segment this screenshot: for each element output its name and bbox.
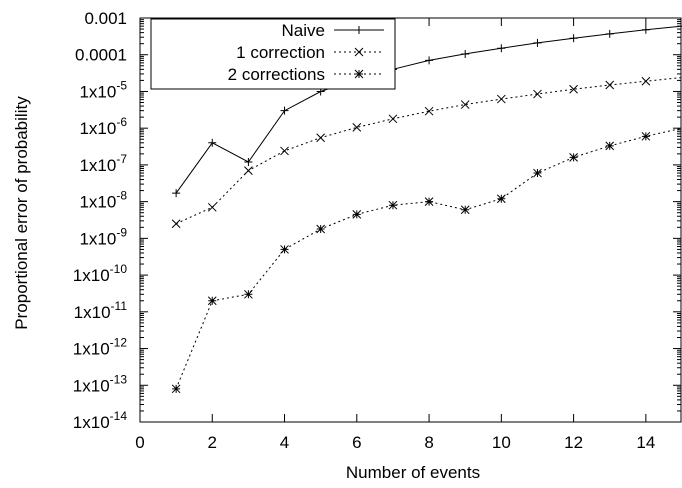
y-axis-title: Proportional error of probability [12,96,31,330]
x-axis: 0 2 4 6 8 10 12 14 [135,18,655,452]
data-point [316,224,326,234]
data-point [352,210,362,219]
data-point [244,166,253,175]
series-1-correction [171,76,682,229]
x-tick-label: 0 [135,433,144,452]
legend-label: 2 corrections [228,65,325,84]
data-point [171,219,181,229]
y-tick-label: 0.001 [84,9,127,28]
y-tick-label: 1x10-12 [73,336,128,359]
data-point [424,197,434,206]
y-tick-label: 1x10-6 [79,115,127,138]
data-point [208,138,217,147]
data-point [388,200,398,210]
data-point [533,89,542,99]
x-tick-label: 8 [424,433,433,452]
y-tick-label: 1x10-5 [79,78,127,101]
y-tick-label: 1x10-13 [73,372,128,395]
data-point [496,194,506,204]
data-point [280,146,289,156]
data-point [460,100,470,109]
series-2-corrections [171,127,682,394]
plot-frame [139,17,682,423]
data-point [207,202,217,212]
data-point [605,80,615,90]
y-tick-label: 1x10-9 [79,225,127,248]
y-tick-label: 1x10-8 [79,189,127,212]
data-point [424,106,434,116]
data-point [605,29,614,38]
x-tick-label: 12 [564,433,583,452]
data-point [496,94,506,104]
series-line [175,127,682,389]
x-tick-label: 10 [492,433,511,452]
y-tick-label: 1x10-14 [73,409,128,432]
legend: Naive 1 correction 2 corrections [150,18,396,90]
data-point [172,189,181,198]
y-tick-label: 1x10-10 [73,262,128,285]
data-point [569,84,578,94]
data-point [461,49,470,58]
data-point [533,38,542,47]
data-point [533,168,542,178]
data-point [280,245,289,254]
legend-label: 1 correction [236,43,325,62]
data-point [244,289,253,299]
data-point [316,133,326,143]
series-naive [172,25,682,198]
data-point [569,153,578,162]
data-point [388,114,398,124]
data-point [569,34,578,43]
legend-marker [354,69,364,79]
y-axis: 1x10-14 1x10-13 1x10-12 1x10-11 1x10-10 1x10-… [73,9,681,432]
plot-border [139,17,682,423]
series-layer [171,25,682,394]
data-point [425,56,434,65]
x-tick-label: 2 [208,433,217,452]
data-point [497,44,506,53]
data-point [280,106,289,115]
legend-box [150,18,396,90]
legend-marker [354,47,364,57]
data-point [171,384,181,394]
y-tick-label: 1x10-11 [74,299,128,322]
legend-label: Naive [282,21,325,40]
y-tick-label: 0.0001 [75,46,127,65]
x-axis-title: Number of events [346,463,480,482]
y-tick-label: 1x10-7 [79,152,127,175]
x-tick-label: 6 [352,433,361,452]
x-tick-label: 4 [280,433,289,452]
legend-marker [355,26,363,34]
data-point [605,141,615,151]
data-point [244,158,253,167]
data-point [460,205,470,215]
data-point [207,296,217,306]
data-point [352,123,362,132]
data-point [641,76,651,86]
data-point [641,25,650,34]
data-point [641,131,651,141]
x-tick-label: 14 [636,433,655,452]
